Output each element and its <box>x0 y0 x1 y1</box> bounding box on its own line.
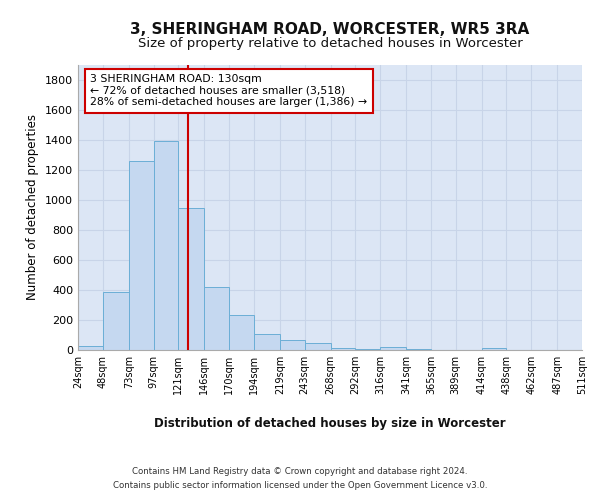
Bar <box>204 287 229 350</box>
Bar <box>129 161 154 350</box>
Text: 3 SHERINGHAM ROAD: 130sqm
← 72% of detached houses are smaller (3,518)
28% of se: 3 SHERINGHAM ROAD: 130sqm ← 72% of detac… <box>91 74 368 107</box>
Bar <box>78 346 103 350</box>
Bar <box>380 347 406 350</box>
Bar <box>482 348 506 350</box>
Bar <box>154 141 178 350</box>
Bar <box>103 292 129 350</box>
Text: Distribution of detached houses by size in Worcester: Distribution of detached houses by size … <box>154 418 506 430</box>
Text: Size of property relative to detached houses in Worcester: Size of property relative to detached ho… <box>137 38 523 51</box>
Y-axis label: Number of detached properties: Number of detached properties <box>26 114 40 300</box>
Bar <box>331 348 355 350</box>
Bar <box>254 334 280 350</box>
Bar <box>280 340 305 350</box>
Text: Contains public sector information licensed under the Open Government Licence v3: Contains public sector information licen… <box>113 481 487 490</box>
Text: 3, SHERINGHAM ROAD, WORCESTER, WR5 3RA: 3, SHERINGHAM ROAD, WORCESTER, WR5 3RA <box>130 22 530 38</box>
Bar <box>178 208 204 350</box>
Bar <box>229 315 254 350</box>
Bar <box>305 342 331 350</box>
Text: Contains HM Land Registry data © Crown copyright and database right 2024.: Contains HM Land Registry data © Crown c… <box>132 468 468 476</box>
